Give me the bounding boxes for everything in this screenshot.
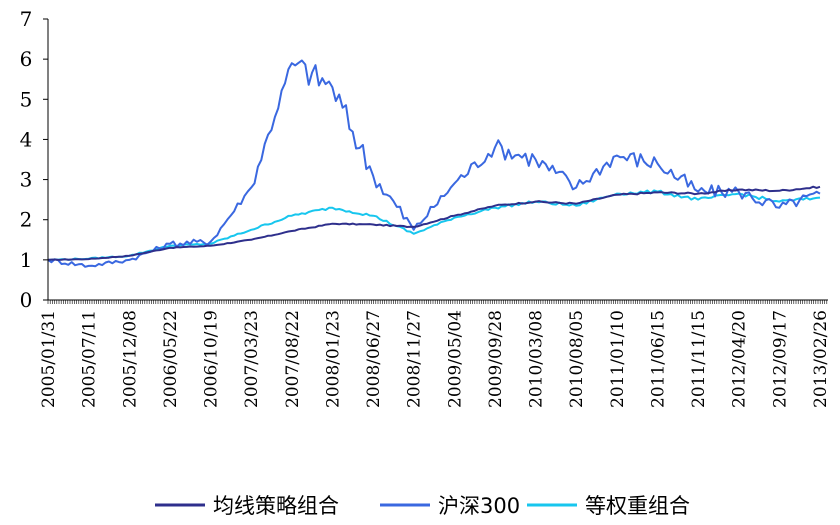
- x-tick-label: 2008/01/23: [323, 310, 343, 408]
- x-tick-label: 2008/06/27: [364, 310, 384, 408]
- x-tick-label: 2011/06/15: [648, 310, 668, 408]
- x-tick-label: 2010/03/08: [527, 310, 547, 408]
- x-tick-label: 2005/01/31: [39, 310, 59, 408]
- x-tick-label: 2009/09/28: [486, 310, 506, 408]
- y-tick-label: 6: [20, 47, 33, 71]
- x-tick-label: 2006/10/19: [202, 310, 222, 408]
- x-tick-label: 2007/03/23: [242, 310, 262, 408]
- legend-label: 沪深300: [438, 494, 520, 518]
- x-tick-label: 2010/08/05: [567, 310, 587, 408]
- series-line-1: [47, 59, 821, 268]
- y-tick-label: 5: [20, 87, 33, 111]
- x-tick-label: 2011/01/10: [608, 310, 628, 408]
- legend-label: 均线策略组合: [213, 494, 339, 518]
- y-tick-label: 7: [20, 7, 33, 31]
- series-line-0: [47, 185, 821, 261]
- x-minor-tick-marks: [47, 300, 828, 304]
- legend-label: 等权重组合: [585, 494, 690, 518]
- x-tick-label: 2011/11/15: [689, 310, 709, 408]
- x-tick-label: 2012/04/20: [730, 310, 750, 408]
- y-tick-label: 3: [20, 168, 33, 192]
- legend: 均线策略组合 沪深300 等权重组合: [155, 494, 690, 518]
- x-axis-minor-ticks: [47, 300, 828, 304]
- x-tick-label: 2006/05/22: [161, 310, 181, 408]
- series-layer: [47, 59, 821, 268]
- y-axis-ticks: 0 1 2 3 4 5 6 7: [20, 7, 48, 312]
- x-tick-label: 2008/11/27: [405, 310, 425, 408]
- x-axis-ticks: 2005/01/31 2005/07/11 2005/12/08 2006/05/22…: [39, 310, 831, 408]
- x-tick-label: 2009/05/04: [445, 310, 465, 408]
- y-tick-label: 0: [20, 288, 33, 312]
- x-tick-label: 2005/07/11: [80, 310, 100, 408]
- y-tick-label: 1: [20, 248, 33, 272]
- x-tick-label: 2012/09/17: [770, 310, 790, 408]
- x-tick-label: 2007/08/22: [283, 310, 303, 408]
- y-tick-label: 2: [20, 208, 33, 232]
- x-tick-label: 2013/02/26: [811, 310, 831, 408]
- x-tick-label: 2005/12/08: [120, 310, 140, 408]
- y-tick-label: 4: [20, 127, 33, 151]
